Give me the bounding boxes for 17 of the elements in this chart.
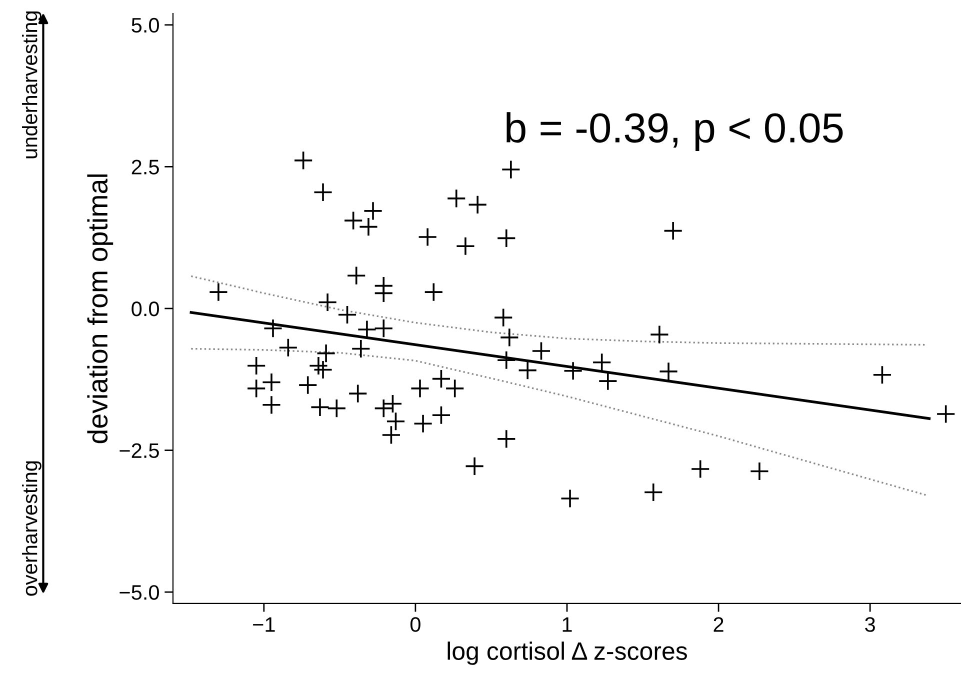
y-tick-label: −5.0 (120, 585, 159, 600)
annotation: b = -0.39, p < 0.05 (506, 112, 843, 151)
y-tick-label: 0.0 (132, 301, 159, 316)
y-tick-label: 2.5 (132, 160, 159, 174)
y-axis-title: deviation from optimal (87, 174, 114, 444)
x-tick-label: 1 (562, 617, 572, 632)
line-series (190, 348, 927, 496)
y-tick-label: 5.0 (132, 18, 159, 33)
x-tick-label: 3 (865, 617, 875, 632)
x-axis-title: log cortisol Δ z-scores (448, 642, 687, 665)
text: overharvesting (22, 461, 42, 596)
x-tick-label: −1 (253, 617, 275, 632)
line-series (190, 275, 927, 346)
x-tick-label: 2 (714, 617, 724, 632)
y-tick-label: −2.5 (120, 443, 159, 458)
text: underharvesting (22, 12, 42, 158)
x-tick-label: 0 (410, 617, 420, 632)
